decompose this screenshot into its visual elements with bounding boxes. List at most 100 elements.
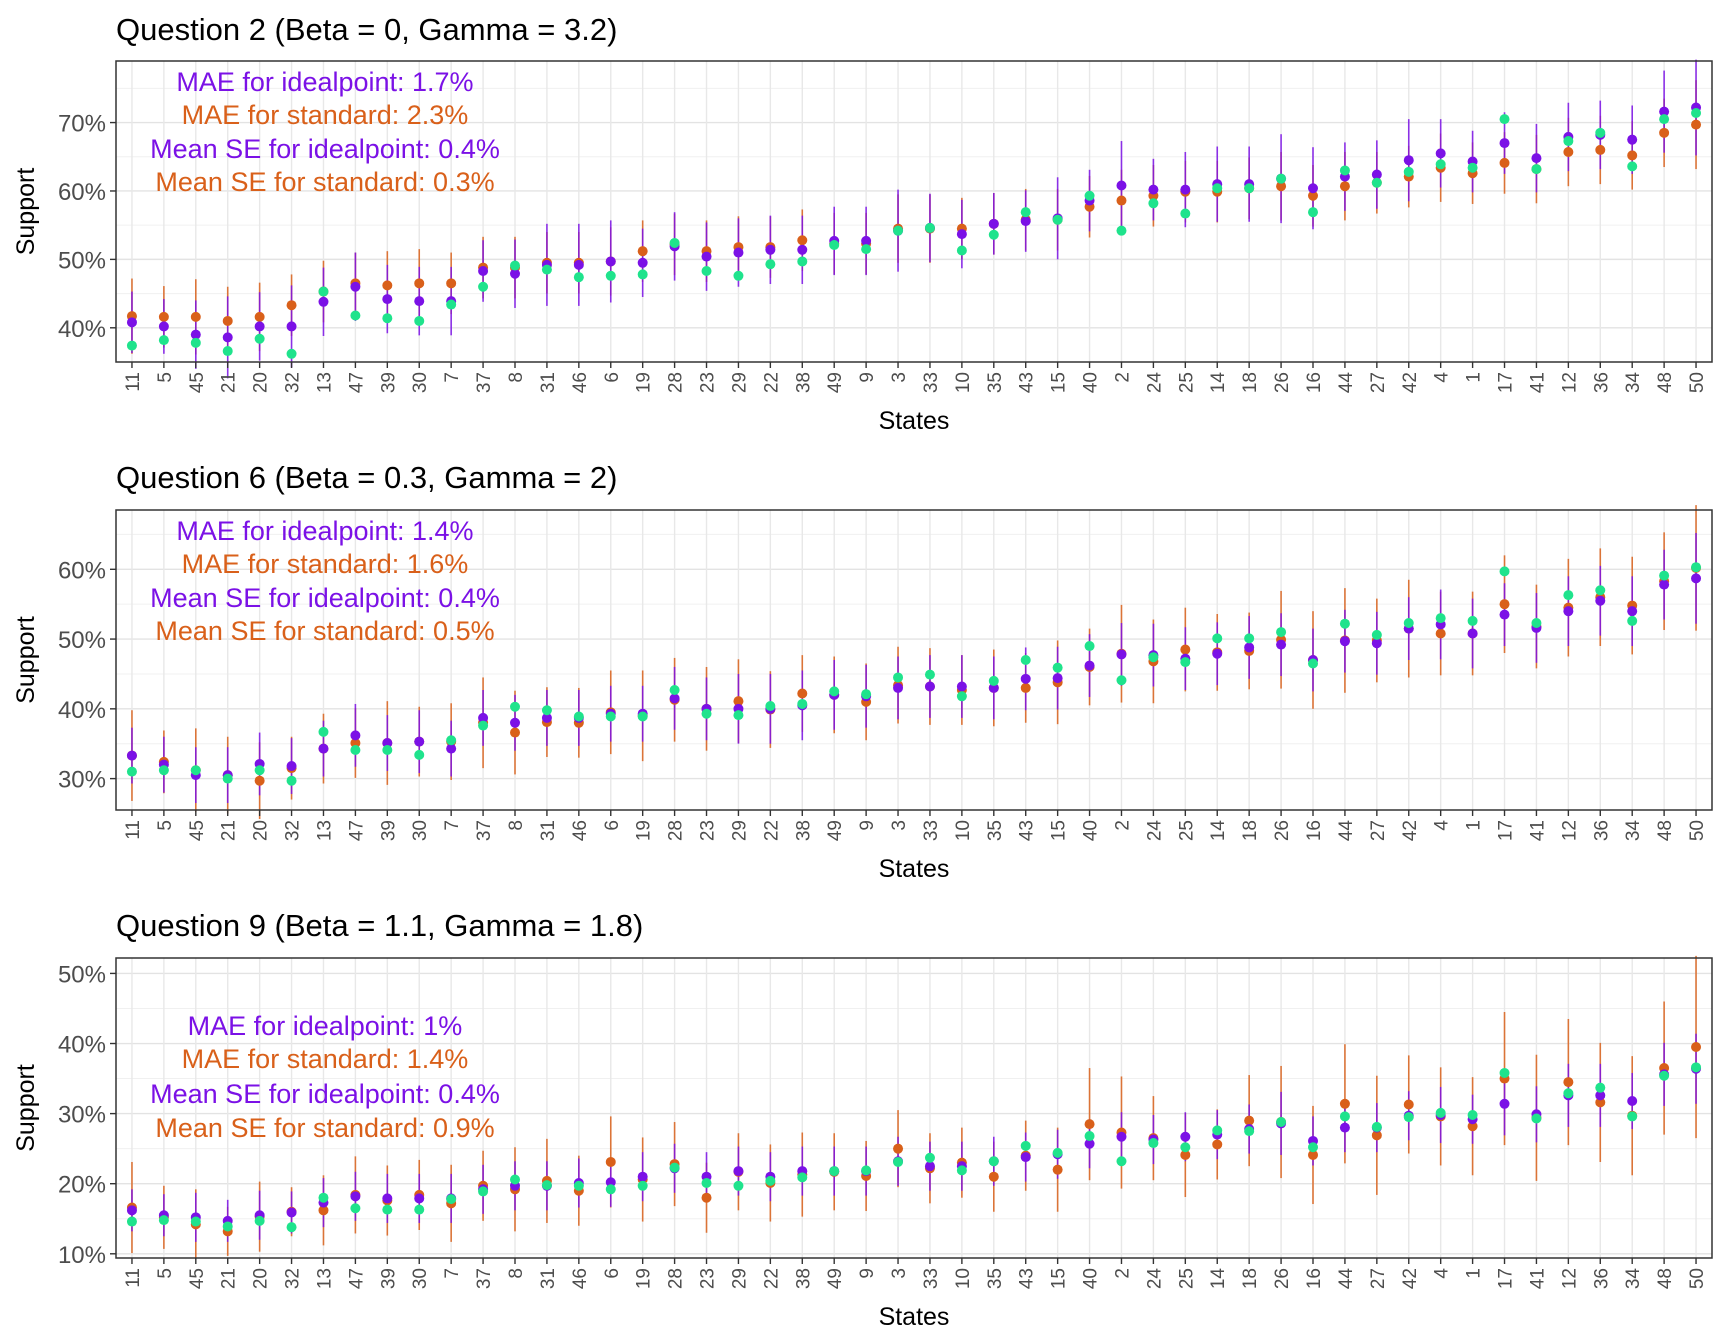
x-tick-label: 31 [538, 820, 559, 841]
data-point [1659, 114, 1670, 125]
data-point [893, 682, 904, 693]
data-point [1244, 1126, 1255, 1137]
x-tick-label: 47 [346, 1268, 367, 1289]
data-point [510, 717, 520, 728]
x-tick-label: 6 [602, 1268, 623, 1279]
data-point [1308, 183, 1318, 194]
x-tick-label: 8 [506, 820, 527, 831]
x-tick-label: 32 [283, 1268, 304, 1289]
x-tick-label: 49 [825, 1268, 846, 1289]
data-point [318, 1192, 329, 1203]
x-tick-label: 30 [410, 372, 431, 393]
y-tick-label: 20% [58, 1172, 106, 1199]
x-tick-label: 36 [1591, 372, 1612, 393]
x-tick-label: 34 [1623, 820, 1644, 842]
plot-border [115, 509, 1713, 811]
y-tick-label: 10% [58, 1242, 106, 1269]
x-tick-label: 39 [378, 820, 399, 841]
x-tick-label: 38 [793, 820, 814, 841]
x-tick-label: 16 [1304, 820, 1325, 841]
x-tick-label: 8 [506, 372, 527, 383]
data-point [1499, 114, 1510, 125]
data-point [1052, 1147, 1063, 1158]
data-point [701, 266, 712, 277]
data-point [1148, 198, 1159, 209]
x-tick-label: 43 [1017, 372, 1038, 393]
data-point [350, 745, 361, 755]
data-point [350, 281, 361, 292]
data-point [1531, 618, 1542, 629]
data-point [1339, 1111, 1350, 1122]
x-tick-label: 20 [251, 820, 272, 841]
data-point [988, 218, 999, 229]
data-point [1371, 1130, 1382, 1141]
x-tick-label: 29 [729, 1268, 750, 1289]
x-axis-title: States [879, 855, 950, 883]
data-point [1435, 1107, 1446, 1118]
x-tick-label: 47 [346, 372, 367, 393]
data-point [1020, 682, 1031, 693]
x-tick-label: 3 [889, 820, 910, 831]
data-point [1276, 1117, 1287, 1128]
data-point [1052, 662, 1063, 673]
data-point [669, 685, 680, 695]
data-point [829, 240, 840, 251]
data-point [765, 244, 776, 255]
x-tick-label: 12 [1559, 372, 1580, 393]
data-point [478, 266, 489, 277]
data-point [573, 272, 584, 283]
data-point [1084, 660, 1095, 671]
data-point [318, 286, 329, 297]
x-tick-label: 14 [1208, 820, 1229, 842]
data-point [956, 245, 967, 256]
data-point [797, 698, 808, 709]
x-tick-label: 25 [1176, 820, 1197, 841]
x-tick-label: 17 [1496, 820, 1517, 841]
data-point [1180, 657, 1191, 668]
data-point [541, 705, 552, 716]
data-point [829, 1166, 840, 1177]
data-point [1116, 675, 1127, 686]
data-point [1691, 1042, 1702, 1053]
data-point [797, 244, 808, 255]
data-point [510, 727, 520, 738]
data-point [1148, 652, 1159, 663]
y-tick-label: 50% [58, 627, 106, 654]
data-point [1308, 207, 1318, 218]
data-point [924, 1161, 935, 1172]
x-tick-label: 7 [442, 820, 463, 831]
data-point [1180, 1142, 1191, 1153]
x-tick-label: 3 [889, 372, 910, 383]
x-tick-label: 46 [570, 1268, 591, 1289]
x-tick-label: 40 [1081, 1268, 1102, 1289]
y-tick-label: 30% [58, 767, 106, 794]
x-tick-label: 42 [1400, 1268, 1421, 1289]
data-point [605, 711, 616, 722]
x-tick-label: 15 [1049, 372, 1070, 393]
x-tick-label: 35 [985, 1268, 1006, 1289]
data-point [1691, 119, 1702, 130]
data-point [446, 299, 457, 310]
x-tick-label: 1 [1464, 820, 1485, 831]
x-tick-label: 11 [123, 372, 144, 392]
data-point [1116, 1156, 1127, 1167]
annotation-text: MAE for standard: 1.6% [182, 549, 469, 579]
data-point [478, 720, 489, 731]
data-point [1435, 613, 1446, 624]
data-point [126, 750, 137, 761]
data-point [1020, 1140, 1031, 1151]
data-point [190, 765, 201, 776]
x-tick-label: 48 [1655, 820, 1676, 841]
data-point [1308, 190, 1318, 201]
annotation-text: Mean SE for standard: 0.5% [155, 616, 494, 646]
y-tick-label: 50% [58, 961, 106, 988]
x-tick-label: 33 [921, 372, 942, 393]
data-point [126, 1205, 137, 1216]
x-tick-label: 45 [187, 1268, 208, 1289]
data-point [158, 765, 169, 776]
data-point [1435, 159, 1446, 170]
x-tick-label: 37 [474, 1268, 495, 1289]
data-point [701, 251, 712, 262]
x-tick-label: 27 [1368, 372, 1389, 393]
